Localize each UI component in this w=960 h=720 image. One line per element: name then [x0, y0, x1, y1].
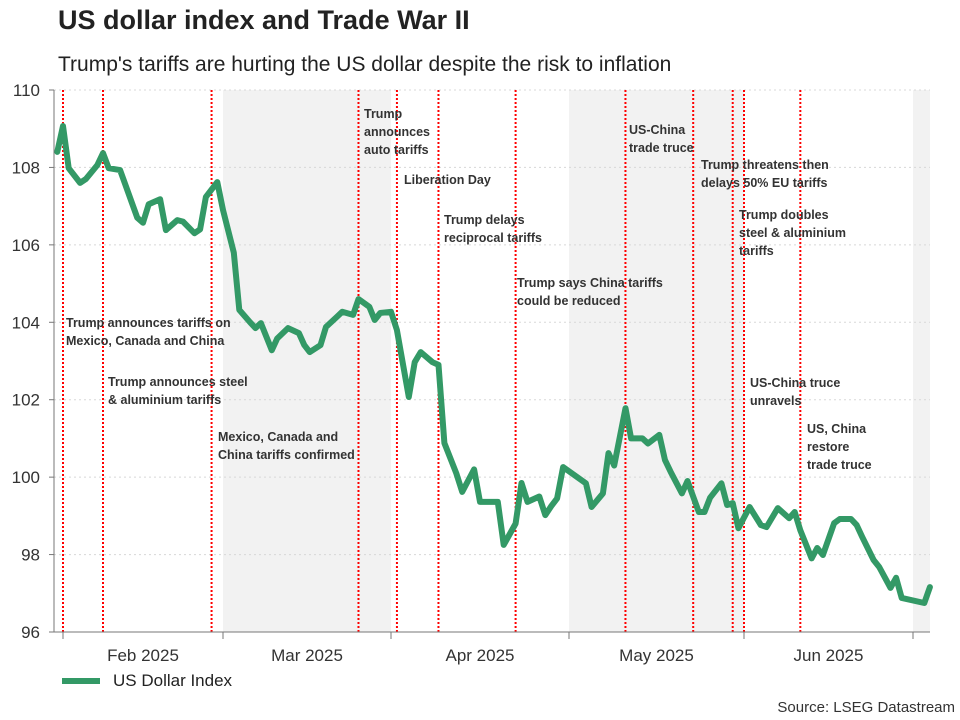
axes: 96 98 100 102 104 106 108 110 Feb 2025 Mar 2025 Ap…: [12, 81, 930, 665]
series-line: [54, 123, 933, 606]
annotation-label: Trump threatens then delays 50% EU tariff…: [701, 156, 829, 192]
annotation-line: Trump delays: [444, 213, 525, 227]
annotation-line: Trump says China tariffs: [517, 276, 663, 290]
y-tick-label: 98: [21, 546, 40, 565]
annotation-label: Trump doubles steel & aluminium tariffs: [739, 206, 846, 260]
annotation-label: US, China restore trade truce: [807, 420, 872, 474]
annotation-line: & aluminium tariffs: [108, 393, 222, 407]
legend: US Dollar Index: [62, 671, 232, 691]
shade-band: [569, 90, 744, 632]
annotation-line: delays 50% EU tariffs: [701, 176, 828, 190]
annotation-line: Mexico, Canada and: [218, 430, 339, 444]
x-tick-label: Feb 2025: [107, 646, 179, 665]
annotation-label: Mexico, Canada and China tariffs confirme…: [218, 428, 355, 464]
x-tick-label: Apr 2025: [446, 646, 515, 665]
x-tick-label: Jun 2025: [794, 646, 864, 665]
annotation-line: reciprocal tariffs: [444, 231, 542, 245]
month-shading: [223, 90, 930, 632]
annotation-line: Trump announces steel: [108, 375, 248, 389]
annotation-line: tariffs: [739, 244, 774, 258]
legend-swatch: [62, 678, 100, 684]
annotation-label: Trump announces steel & aluminium tariffs: [108, 373, 248, 409]
y-tick-label: 104: [12, 313, 40, 332]
annotation-line: Trump announces tariffs on: [66, 316, 231, 330]
chart-subtitle: Trump's tariffs are hurting the US dolla…: [58, 53, 672, 76]
annotation-line: trade truce: [807, 458, 872, 472]
annotation-label: US-China truce unravels: [750, 374, 840, 410]
gridlines: [54, 89, 930, 556]
x-tick-label: May 2025: [619, 646, 694, 665]
annotation-line: Trump: [364, 107, 403, 121]
annotation-line: US, China: [807, 422, 867, 436]
legend-label: US Dollar Index: [113, 671, 233, 690]
annotation-label: Trump says China tariffs could be reduced: [517, 274, 663, 310]
shade-band: [223, 90, 391, 632]
annotation-line: steel & aluminium: [739, 226, 846, 240]
annotation-line: restore: [807, 440, 850, 454]
y-tick-label: 96: [21, 623, 40, 642]
annotation-line: announces: [364, 125, 430, 139]
series-us-dollar-index: [54, 123, 933, 606]
annotation-label: Liberation Day: [404, 171, 491, 189]
annotation-line: unravels: [750, 394, 802, 408]
annotation-label: Trump delays reciprocal tariffs: [444, 211, 542, 247]
annotation-label: Trump announces tariffs on Mexico, Canada…: [66, 314, 231, 350]
annotation-line: Trump threatens then: [701, 158, 829, 172]
annotation-line: Mexico, Canada and China: [66, 334, 225, 348]
annotation-line: US-China: [629, 123, 686, 137]
annotation-label: Trump announces auto tariffs: [364, 105, 430, 159]
source-note: Source: LSEG Datastream: [777, 699, 955, 716]
annotation-line: Liberation Day: [404, 173, 491, 187]
annotation-line: Trump doubles: [739, 208, 829, 222]
y-tick-label: 110: [13, 81, 40, 100]
annotation-line: could be reduced: [517, 294, 621, 308]
annotation-label: US-China trade truce: [629, 121, 694, 157]
annotation-line: trade truce: [629, 141, 694, 155]
y-tick-label: 100: [12, 468, 40, 487]
y-tick-label: 106: [12, 236, 40, 255]
chart-title: US dollar index and Trade War II: [58, 5, 470, 35]
annotation-line: China tariffs confirmed: [218, 448, 355, 462]
x-tick-label: Mar 2025: [271, 646, 343, 665]
y-tick-label: 108: [12, 158, 40, 177]
annotation-line: US-China truce: [750, 376, 841, 390]
annotation-line: auto tariffs: [364, 143, 429, 157]
shade-band: [913, 90, 930, 632]
y-tick-label: 102: [12, 391, 40, 410]
